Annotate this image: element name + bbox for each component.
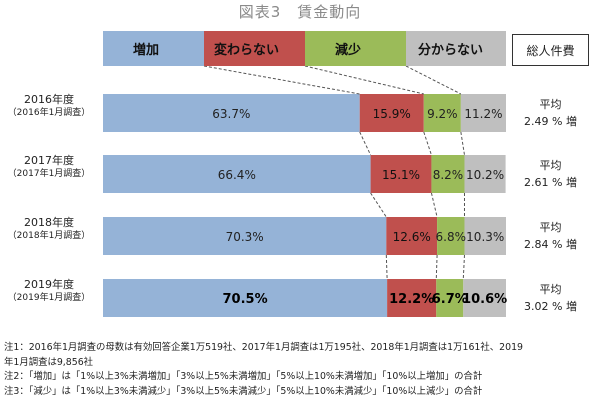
connector-line-2 xyxy=(405,65,462,95)
data-label-3-4: 10.3% xyxy=(466,230,504,244)
connector-line-1 xyxy=(304,65,424,95)
chart-title: 図表3 賃金動向 xyxy=(238,3,362,21)
data-label-3-1: 70.3% xyxy=(226,230,264,244)
data-label-2-3: 8.2% xyxy=(433,168,464,182)
connector-line-4 xyxy=(423,131,432,156)
connector-line-7 xyxy=(430,192,438,218)
average-increase-3: 平均 2.84 % 増 xyxy=(512,219,589,253)
bar-2-4 xyxy=(464,155,506,193)
bar-4-2 xyxy=(387,279,437,317)
average-title-1: 平均 xyxy=(539,98,562,111)
data-label-3-2: 12.6% xyxy=(393,230,431,244)
row-year-2: 2017年度 xyxy=(24,154,74,167)
row-year-3: 2018年度 xyxy=(24,216,74,229)
average-increase-1: 平均 2.49 % 増 xyxy=(512,96,589,130)
connector-line-9 xyxy=(385,254,388,280)
data-label-3-3: 6.8% xyxy=(436,230,467,244)
row-year-4: 2019年度 xyxy=(24,278,74,291)
connector-line-10 xyxy=(435,254,438,280)
row-label-3: 2018年度 （2018年1月調査） xyxy=(0,215,98,243)
data-label-4-3: 6.7% xyxy=(432,292,468,307)
bar-3-2 xyxy=(386,217,438,255)
connector-line-5 xyxy=(460,131,465,156)
bar-1-4 xyxy=(460,94,506,132)
row-survey-3: （2018年1月調査） xyxy=(7,231,91,241)
bar-1-3 xyxy=(423,94,461,132)
legend-total-labor-cost: 総人件費 xyxy=(512,34,589,66)
bar-4-4 xyxy=(463,279,506,317)
bar-2-2 xyxy=(370,155,432,193)
row-label-2: 2017年度 （2017年1月調査） xyxy=(0,153,98,181)
average-value-1: 2.49 % 増 xyxy=(524,115,577,128)
data-label-2-2: 15.1% xyxy=(382,168,420,182)
connector-line-6 xyxy=(370,192,387,218)
data-label-4-1: 70.5% xyxy=(223,292,268,307)
legend-item-1: 変わらない xyxy=(204,31,305,66)
footnotes: 注1：2016年1月調査の母数は有効回答企業1万519社、2017年1月調査は1… xyxy=(4,341,596,399)
connector-line-11 xyxy=(462,254,465,280)
row-year-1: 2016年度 xyxy=(24,93,74,106)
data-label-2-1: 66.4% xyxy=(218,168,256,182)
data-label-1-1: 63.7% xyxy=(212,107,250,121)
bar-3-3 xyxy=(437,217,465,255)
row-label-1: 2016年度 （2016年1月調査） xyxy=(0,92,98,120)
data-label-4-4: 10.6% xyxy=(462,292,507,307)
bar-4-3 xyxy=(436,279,464,317)
average-title-3: 平均 xyxy=(539,221,562,234)
data-label-2-4: 10.2% xyxy=(466,168,504,182)
data-label-1-3: 9.2% xyxy=(427,107,458,121)
footnote-1a: 注1：2016年1月調査の母数は有効回答企業1万519社、2017年1月調査は1… xyxy=(4,342,523,353)
row-survey-2: （2017年1月調査） xyxy=(7,169,91,179)
bar-3-1 xyxy=(103,217,387,255)
footnote-2: 注2：「増加」は「1%以上3%未満増加」「3%以上5%未満増加」「5%以上10%… xyxy=(4,371,483,382)
row-survey-4: （2019年1月調査） xyxy=(7,293,91,303)
average-value-4: 3.02 % 増 xyxy=(524,300,577,313)
average-value-3: 2.84 % 増 xyxy=(524,238,577,251)
row-label-4: 2019年度 （2019年1月調査） xyxy=(0,277,98,305)
legend-item-3: 分からない xyxy=(406,31,506,66)
average-title-2: 平均 xyxy=(539,159,562,172)
legend-item-0: 増加 xyxy=(103,31,204,66)
footnote-3: 注3：「減少」は「1%以上3%未満減少」「3%以上5%未満減少」「5%以上10%… xyxy=(4,385,483,397)
data-label-4-2: 12.2% xyxy=(389,292,434,307)
average-increase-4: 平均 3.02 % 増 xyxy=(512,281,589,315)
bar-1-1 xyxy=(103,94,360,132)
connector-line-0 xyxy=(203,65,360,95)
row-survey-1: （2016年1月調査） xyxy=(7,108,91,118)
average-value-2: 2.61 % 増 xyxy=(524,176,577,189)
data-label-1-2: 15.9% xyxy=(373,107,411,121)
bar-2-3 xyxy=(431,155,465,193)
average-increase-2: 平均 2.61 % 増 xyxy=(512,157,589,191)
footnote-1b: 年1月調査は9,856社 xyxy=(4,356,94,368)
bar-2-1 xyxy=(103,155,371,193)
data-label-1-4: 11.2% xyxy=(464,107,502,121)
bar-1-2 xyxy=(359,94,424,132)
connector-line-3 xyxy=(359,131,372,156)
legend-item-2: 減少 xyxy=(305,31,406,66)
average-title-4: 平均 xyxy=(539,283,562,296)
bar-4-1 xyxy=(103,279,388,317)
bar-3-4 xyxy=(464,217,506,255)
